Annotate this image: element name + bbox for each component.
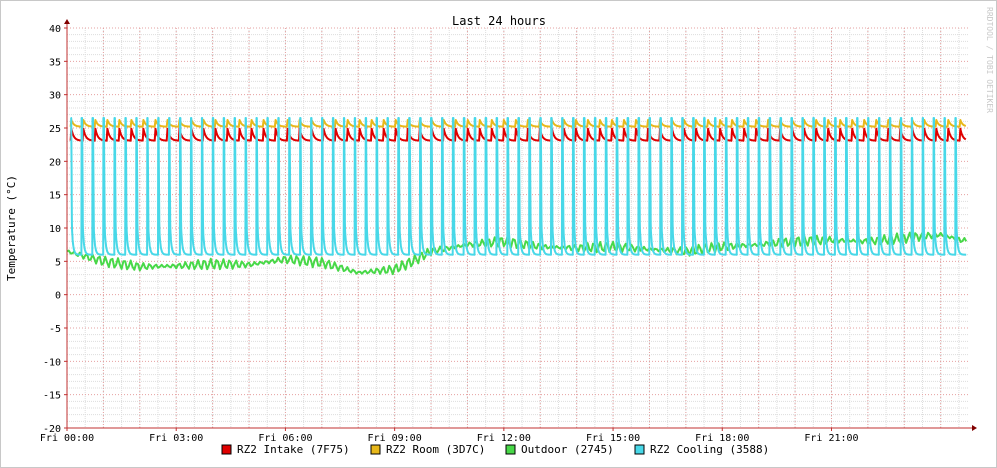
- y-tick-label: 35: [49, 57, 61, 68]
- y-tick-label: 5: [55, 257, 61, 268]
- watermark: RRDTOOL / TOBI OETIKER: [985, 7, 994, 113]
- y-tick-label: 25: [49, 124, 61, 135]
- legend-swatch: [221, 444, 232, 455]
- series-line-3: [69, 117, 967, 256]
- y-tick-label: 20: [49, 157, 61, 168]
- series-line-2: [66, 231, 968, 276]
- y-tick-label: 0: [55, 291, 61, 302]
- x-tick-label: Fri 00:00: [40, 433, 94, 444]
- x-tick-label: Fri 18:00: [695, 433, 749, 444]
- axes: [64, 19, 977, 431]
- x-tick-label: Fri 03:00: [149, 433, 203, 444]
- legend-label: Outdoor (2745): [521, 443, 614, 456]
- y-tick-labels: -20 -15 -10 -5 0 5 10 15 20 25 30 35 40: [43, 24, 61, 435]
- chart-title: Last 24 hours: [452, 14, 546, 28]
- y-tick-label: -10: [43, 357, 61, 368]
- legend: RZ2 Intake (7F75) RZ2 Room (3D7C) Outdoor …: [221, 443, 769, 456]
- y-axis-label: Temperature (°C): [5, 175, 18, 281]
- x-tick-label: Fri 21:00: [804, 433, 858, 444]
- x-tick-label: Fri 06:00: [258, 433, 312, 444]
- legend-label: RZ2 Intake (7F75): [237, 443, 350, 456]
- y-tick-label: 30: [49, 91, 61, 102]
- x-tick-label: Fri 09:00: [368, 433, 422, 444]
- y-tick-label: -20: [43, 424, 61, 435]
- legend-swatch: [505, 444, 516, 455]
- y-tick-label: 15: [49, 191, 61, 202]
- x-axis-arrow: [972, 425, 977, 431]
- legend-swatch: [370, 444, 381, 455]
- y-tick-label: -15: [43, 391, 61, 402]
- series-layer: [66, 117, 968, 276]
- y-tick-label: 10: [49, 224, 61, 235]
- x-tick-label: Fri 12:00: [477, 433, 531, 444]
- x-tick-label: Fri 15:00: [586, 433, 640, 444]
- y-axis-arrow: [64, 19, 70, 24]
- legend-label: RZ2 Cooling (3588): [650, 443, 769, 456]
- legend-label: RZ2 Room (3D7C): [386, 443, 485, 456]
- y-tick-label: -5: [49, 324, 61, 335]
- x-tick-labels: Fri 00:00 Fri 03:00 Fri 06:00 Fri 09:00 Fri …: [40, 433, 859, 444]
- legend-swatch: [634, 444, 645, 455]
- y-tick-label: 40: [49, 24, 61, 35]
